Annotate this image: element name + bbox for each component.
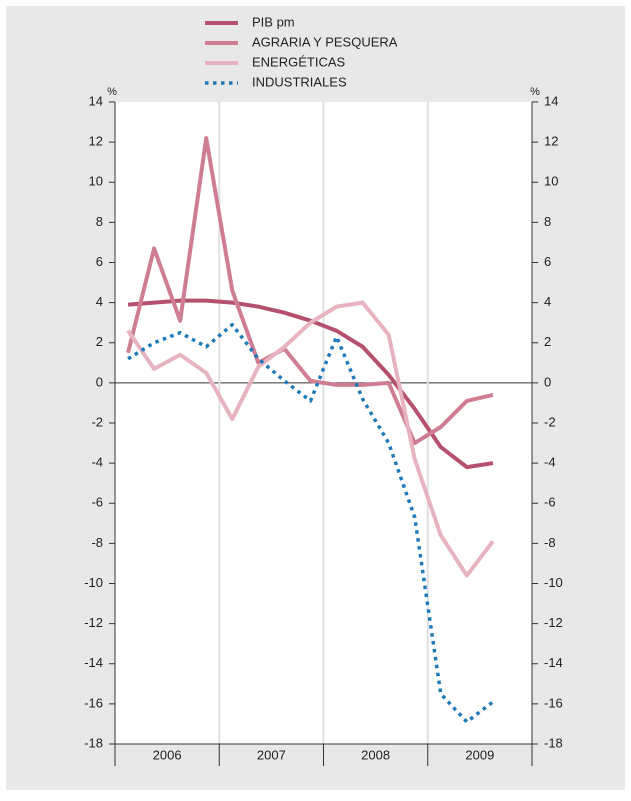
- series-line: [126, 300, 495, 578]
- y-tick-label-left: 2: [96, 334, 103, 349]
- x-tick-label: 2006: [153, 747, 182, 762]
- y-tick-label-right: -18: [544, 735, 563, 750]
- y-unit-left: %: [107, 86, 117, 98]
- y-tick-label-right: 14: [544, 93, 558, 108]
- y-tick-label-right: 8: [544, 214, 551, 229]
- y-tick-label-left: -14: [84, 655, 103, 670]
- y-tick-label-right: -14: [544, 655, 563, 670]
- y-unit-right: %: [530, 86, 540, 98]
- x-tick-label: 2009: [465, 747, 494, 762]
- series-line: [126, 136, 494, 446]
- y-tick-label-left: 8: [96, 214, 103, 229]
- y-tick-label-right: -10: [544, 575, 563, 590]
- y-tick-label-right: 0: [544, 374, 551, 389]
- y-tick-label-right: -8: [544, 535, 556, 550]
- y-tick-label-left: 12: [89, 134, 103, 149]
- y-tick-label-right: 4: [544, 294, 551, 309]
- y-tick-label-left: 10: [89, 174, 103, 189]
- y-tick-label-left: 0: [96, 374, 103, 389]
- y-tick-label-right: -16: [544, 695, 563, 710]
- legend-label: ENERGÉTICAS: [252, 54, 346, 69]
- y-tick-label-right: 12: [544, 134, 558, 149]
- y-tick-label-left: 14: [89, 93, 103, 108]
- y-tick-label-left: -10: [84, 575, 103, 590]
- x-tick-label: 2008: [361, 747, 390, 762]
- legend-label: AGRARIA Y PESQUERA: [252, 34, 398, 49]
- y-tick-label-left: 4: [96, 294, 103, 309]
- y-tick-label-left: -6: [91, 495, 103, 510]
- y-tick-label-right: 10: [544, 174, 558, 189]
- y-tick-label-left: -16: [84, 695, 103, 710]
- y-tick-label-left: -4: [91, 455, 103, 470]
- y-tick-label-left: -8: [91, 535, 103, 550]
- y-tick-label-left: -2: [91, 414, 103, 429]
- legend-label: PIB pm: [252, 14, 295, 29]
- legend-label: INDUSTRIALES: [252, 74, 347, 89]
- y-tick-label-left: -12: [84, 615, 103, 630]
- y-tick-label-right: -12: [544, 615, 563, 630]
- y-tick-label-left: -18: [84, 735, 103, 750]
- series-line: [127, 322, 494, 724]
- y-tick-label-right: -4: [544, 455, 556, 470]
- x-tick-label: 2007: [257, 747, 286, 762]
- y-tick-label-right: 6: [544, 254, 551, 269]
- y-tick-label-right: -2: [544, 414, 556, 429]
- y-tick-label-right: -6: [544, 495, 556, 510]
- y-tick-label-left: 6: [96, 254, 103, 269]
- y-tick-label-right: 2: [544, 334, 551, 349]
